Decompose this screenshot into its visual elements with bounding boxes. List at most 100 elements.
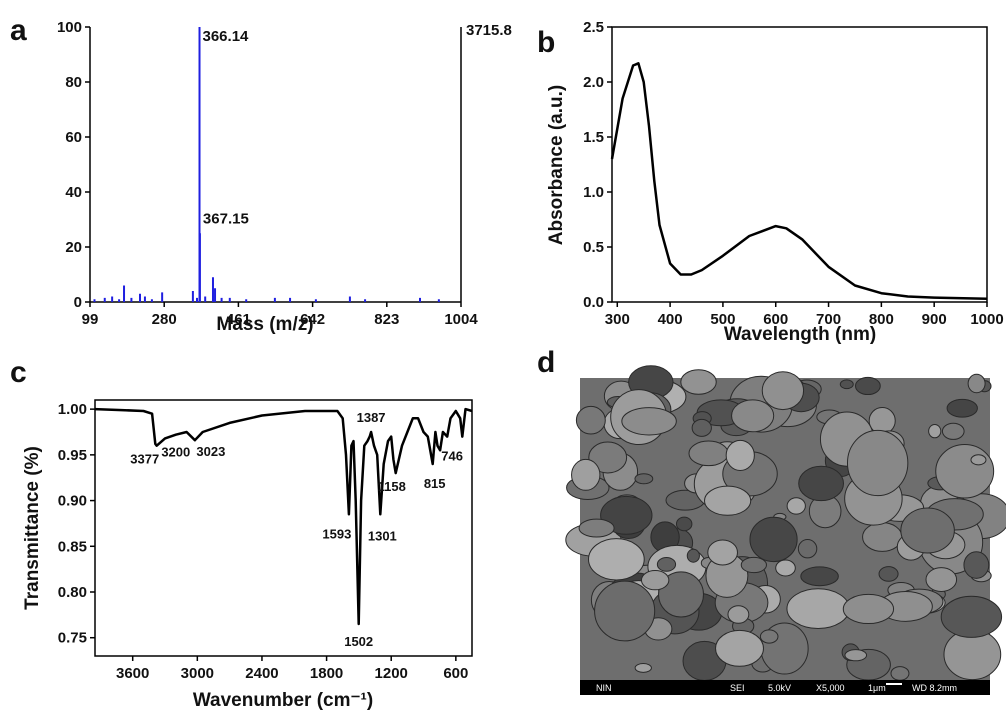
y-tick-label: 1.00 <box>58 401 87 418</box>
x-tick-label: 2400 <box>245 665 278 682</box>
sem-grain <box>846 429 909 497</box>
y-tick-label: 0.5 <box>583 239 604 256</box>
x-tick-label: 500 <box>710 311 735 328</box>
sem-grain <box>963 551 990 579</box>
panel-label: c <box>10 356 27 389</box>
y-tick-label: 1.5 <box>583 129 604 146</box>
sem-grain <box>640 570 670 591</box>
sem-grain <box>868 407 896 435</box>
x-axis-title: Mass (m/z) <box>216 314 313 335</box>
peak-label: 3023 <box>196 444 225 459</box>
sem-info: WD 8.2mm <box>912 683 957 693</box>
sem-grain <box>797 539 818 559</box>
sem-grain <box>970 454 987 466</box>
sem-grain <box>621 407 677 436</box>
y-tick-label: 60 <box>65 129 82 146</box>
sem-grain <box>656 556 677 572</box>
x-tick-label: 1200 <box>375 665 408 682</box>
x-tick-label: 600 <box>443 665 468 682</box>
peak-label: 3200 <box>161 445 190 460</box>
sem-grain <box>588 538 645 581</box>
panel-label: a <box>10 14 27 47</box>
x-tick-label: 461 <box>226 311 251 328</box>
y-tick-label: 20 <box>65 239 82 256</box>
y-tick-label: 0.95 <box>58 447 87 464</box>
sem-grain <box>890 666 910 681</box>
x-tick-label: 99 <box>82 311 99 328</box>
sem-grain <box>855 376 881 396</box>
sem-info: 5.0kV <box>768 683 791 693</box>
sem-grain <box>786 588 850 630</box>
sem-grain <box>862 522 903 552</box>
peak-label: 1301 <box>368 528 397 543</box>
sem-grain <box>946 398 978 418</box>
sem-info: 1μm <box>868 683 886 693</box>
sem-grain <box>715 629 764 667</box>
peak-label: 1593 <box>322 526 351 541</box>
sem-grain <box>740 556 767 574</box>
y-axis-title: Absorbance (a.u.) <box>546 85 567 245</box>
sem-grain <box>878 566 899 582</box>
x-tick-label: 800 <box>869 311 894 328</box>
x-axis-title: Wavenumber (cm⁻¹) <box>193 690 373 711</box>
sem-grain <box>775 559 796 577</box>
sem-grain <box>725 439 755 471</box>
peak-label: 815 <box>424 476 446 491</box>
y-tick-label: 40 <box>65 184 82 201</box>
sem-grain <box>691 418 712 437</box>
sem-grain <box>928 423 942 439</box>
sem-grain <box>800 566 839 587</box>
y-tick-label: 0.75 <box>58 630 87 647</box>
x-tick-label: 1800 <box>310 665 343 682</box>
x-tick-label: 280 <box>152 311 177 328</box>
sem-grain <box>675 516 693 532</box>
sem-grain <box>704 485 752 516</box>
sem-grain <box>727 605 750 624</box>
sem-grain <box>786 497 806 515</box>
x-tick-label: 700 <box>816 311 841 328</box>
sem-grain <box>634 662 652 673</box>
sem-grain <box>900 507 955 554</box>
sem-grain <box>842 593 895 625</box>
sem-grain <box>941 422 965 440</box>
sem-grain <box>761 371 805 411</box>
sem-grain <box>925 567 958 592</box>
x-axis-title: Wavelength (nm) <box>724 324 876 345</box>
sem-grain <box>839 379 854 390</box>
sem-grain <box>688 440 729 467</box>
peak-label: 1158 <box>378 479 406 494</box>
sem-grain <box>731 399 775 433</box>
x-tick-label: 3000 <box>181 665 214 682</box>
x-tick-label: 642 <box>300 311 325 328</box>
y-tick-label: 2.5 <box>583 19 604 36</box>
x-tick-label: 300 <box>605 311 630 328</box>
sem-grain <box>588 441 628 474</box>
peak-label: 746 <box>441 448 463 463</box>
sem-info: NIN <box>596 683 612 693</box>
y-tick-label: 100 <box>57 19 82 36</box>
y-tick-label: 1.0 <box>583 184 604 201</box>
panel-label: d <box>537 346 555 379</box>
y-tick-label: 0 <box>74 294 82 311</box>
plot-frame <box>94 399 473 657</box>
y-tick-label: 80 <box>65 74 82 91</box>
x-tick-label: 1000 <box>970 311 1003 328</box>
spectrum-line <box>610 62 988 300</box>
sem-grain <box>967 373 986 394</box>
spectrum-line <box>94 407 473 626</box>
sem-grain <box>658 571 704 618</box>
x-tick-label: 600 <box>763 311 788 328</box>
sem-grain <box>571 458 601 491</box>
sem-info: X5,000 <box>816 683 845 693</box>
sem-grain <box>594 580 656 642</box>
y-tick-label: 0.90 <box>58 493 87 510</box>
y-axis-title: Transmittance (%) <box>22 446 43 610</box>
peak-label: 1502 <box>344 634 373 649</box>
sem-grain <box>940 595 1003 638</box>
panel-label: b <box>537 26 555 59</box>
x-tick-label: 1004 <box>444 311 478 328</box>
peak-label: 367.15 <box>203 210 249 227</box>
sem-grain <box>686 548 700 563</box>
